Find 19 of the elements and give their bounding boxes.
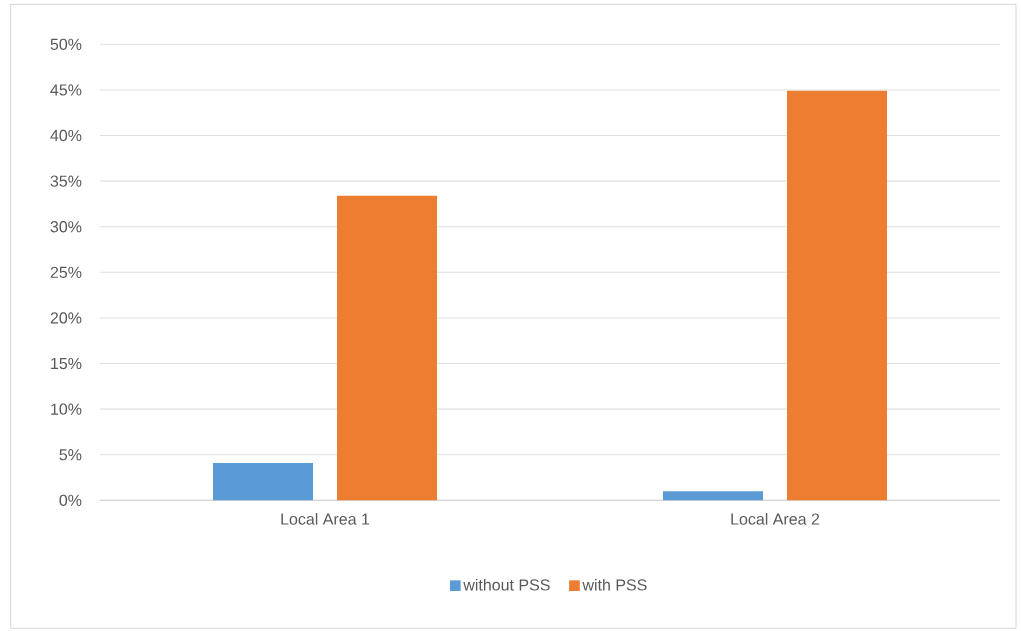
y-tick-label: 5% bbox=[59, 449, 82, 461]
bar bbox=[663, 491, 763, 501]
y-tick-label: 10% bbox=[51, 403, 82, 415]
bar bbox=[213, 462, 314, 501]
y-tick-label: 35% bbox=[50, 175, 82, 187]
y-tick-label: 25% bbox=[50, 266, 82, 278]
y-tick-label: 0% bbox=[59, 494, 82, 506]
y-tick-label: 45% bbox=[50, 84, 82, 96]
x-tick-label: Local Area 2 bbox=[731, 513, 820, 525]
y-tick-label: 50% bbox=[50, 38, 82, 50]
y-tick-label: 15% bbox=[51, 357, 82, 370]
bar bbox=[787, 90, 887, 501]
y-tick-label: 30% bbox=[50, 221, 82, 233]
legend-label: without PSS bbox=[463, 578, 550, 591]
y-tick-label: 20% bbox=[50, 312, 82, 324]
legend-label: with PSS bbox=[582, 578, 647, 591]
x-tick-label: Local Area 1 bbox=[281, 513, 370, 525]
y-tick-label: 40% bbox=[50, 129, 82, 142]
bar bbox=[337, 195, 437, 501]
